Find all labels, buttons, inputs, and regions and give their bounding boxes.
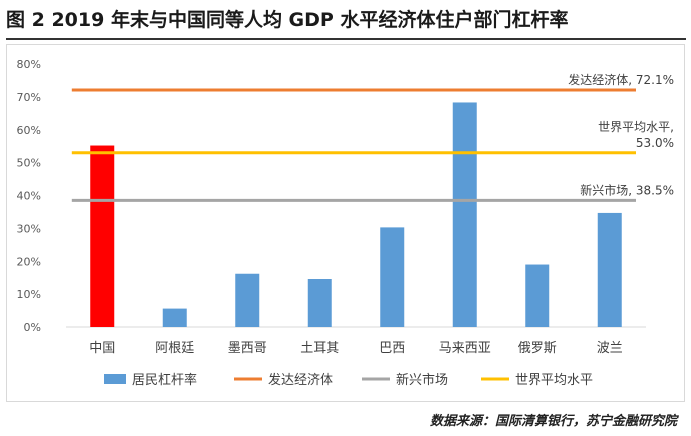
- reference-line-label: 新兴市场, 38.5%: [580, 182, 674, 197]
- bar-5: [452, 102, 477, 327]
- title-underline: [6, 38, 686, 40]
- bar-6: [525, 264, 550, 327]
- y-tick-label: 80%: [17, 58, 41, 71]
- chart-svg: 0% 10% 20% 30% 40% 50% 60% 70% 80% 中国 阿根廷 墨西哥 土耳其 巴西…: [17, 58, 674, 388]
- bar-series: [90, 102, 622, 327]
- bar-0: [90, 145, 115, 327]
- x-tick-label: 巴西: [379, 341, 405, 356]
- figure-title: 图 2 2019 年末与中国同等人均 GDP 水平经济体住户部门杠杆率: [6, 9, 569, 31]
- legend-label: 居民杠杆率: [132, 372, 197, 388]
- reference-line-label: 世界平均水平,: [598, 120, 674, 134]
- y-tick-label: 40%: [17, 190, 41, 203]
- x-tick-label: 马来西亚: [439, 341, 491, 356]
- legend-label: 世界平均水平: [515, 373, 593, 388]
- y-tick-label: 0%: [24, 321, 41, 334]
- legend-swatch-0: [104, 374, 126, 384]
- bar-3: [307, 279, 332, 327]
- x-axis: 中国 阿根廷 墨西哥 土耳其 巴西 马来西亚 俄罗斯 波兰: [66, 326, 646, 356]
- y-tick-label: 70%: [17, 91, 41, 104]
- x-tick-label: 土耳其: [300, 341, 339, 356]
- legend-label: 发达经济体: [268, 372, 333, 388]
- x-tick-label: 中国: [89, 341, 115, 356]
- bar-1: [162, 308, 187, 327]
- y-tick-label: 20%: [17, 255, 41, 268]
- reference-lines: 发达经济体, 72.1% 新兴市场, 38.5% 世界平均水平, 53.0%: [71, 72, 674, 202]
- bar-2: [235, 273, 260, 327]
- y-tick-label: 10%: [17, 288, 41, 301]
- legend: 居民杠杆率 发达经济体 新兴市场 世界平均水平: [104, 372, 593, 388]
- reference-line-label: 53.0%: [636, 136, 674, 150]
- x-tick-label: 俄罗斯: [518, 341, 557, 356]
- chart-frame: [6, 44, 685, 402]
- y-tick-label: 60%: [17, 124, 41, 137]
- bar-7: [597, 212, 622, 327]
- reference-line-label: 发达经济体, 72.1%: [568, 72, 674, 87]
- legend-label: 新兴市场: [396, 372, 448, 388]
- source-note: 数据来源：国际清算银行，苏宁金融研究院: [429, 414, 677, 429]
- x-tick-label: 墨西哥: [228, 341, 267, 356]
- y-tick-label: 50%: [17, 157, 41, 170]
- x-tick-label: 波兰: [597, 341, 623, 356]
- bar-4: [380, 227, 405, 327]
- y-axis: 0% 10% 20% 30% 40% 50% 60% 70% 80%: [17, 58, 41, 334]
- x-tick-label: 阿根廷: [155, 341, 194, 356]
- y-tick-label: 30%: [17, 222, 41, 235]
